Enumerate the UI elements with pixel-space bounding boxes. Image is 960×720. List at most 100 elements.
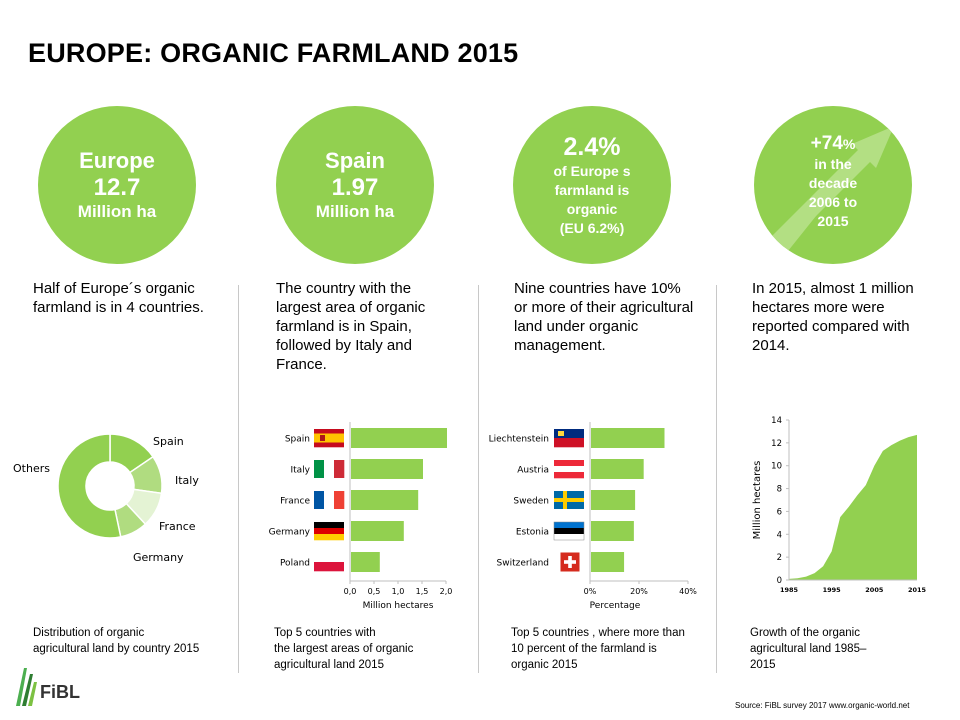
- x-tick-label-2: 1,0: [392, 587, 405, 596]
- sweden-flag-icon: [554, 491, 584, 509]
- spain-unit: Million ha: [315, 202, 395, 221]
- x-axis-title: Million hectares: [363, 601, 434, 611]
- bar-sweden: [591, 490, 636, 510]
- x-tick-label-1: 20%: [630, 587, 648, 596]
- separator-3: [716, 285, 717, 673]
- bar-label-estonia: Estonia: [516, 528, 549, 538]
- bar-liechtenstein: [591, 428, 665, 448]
- x-tick-label-2015: 2015: [908, 586, 927, 594]
- x-tick-label-3: 1,5: [416, 587, 429, 596]
- donut-slice-others: [57, 433, 122, 539]
- donut-label-spain: Spain: [153, 435, 184, 448]
- spain-flag-icon: [314, 429, 344, 448]
- bar-italy: [351, 459, 423, 479]
- bar-poland: [351, 552, 380, 572]
- top5-area-bar-chart: Spain Italy France Germany Poland 0,0 0,5 1,0 1,…: [269, 422, 453, 611]
- bar-germany: [351, 521, 404, 541]
- caption-3: Top 5 countries , where more than 10 perc…: [511, 627, 685, 671]
- growth-circle: +74% in the decade 2006 to 2015: [754, 106, 912, 264]
- x-tick-label-4: 2,0: [440, 587, 453, 596]
- donut-label-others: Others: [13, 462, 50, 475]
- france-flag-icon: [314, 491, 345, 509]
- y-tick-label-8: 8: [777, 485, 782, 495]
- poland-flag-icon: [314, 553, 344, 572]
- y-tick-label-4: 4: [777, 530, 782, 540]
- bar-label-germany: Germany: [269, 528, 311, 538]
- spain-circle: Spain 1.97 Million ha: [276, 106, 434, 264]
- growth-line-3: 2006 to: [808, 194, 858, 210]
- spain-label: Spain: [325, 148, 385, 173]
- donut-label-germany: Germany: [133, 551, 184, 564]
- bar-estonia: [591, 521, 634, 541]
- x-tick-label-1995: 1995: [823, 586, 842, 594]
- bar-label-france: France: [280, 497, 310, 507]
- y-tick-label-2: 2: [777, 553, 782, 563]
- share-circle: 2.4% of Europe s farmland is organic (EU…: [513, 106, 671, 264]
- bar-label-spain: Spain: [285, 435, 310, 445]
- growth-area-chart: 0 2 4 6 8 10 12 14 1985 1995 2005 2015 Million hecta…: [752, 416, 927, 594]
- share-line-1: of Europe s: [553, 162, 631, 179]
- x-tick-label-1985: 1985: [780, 586, 799, 594]
- description-4: In 2015, almost 1 million hectares more …: [752, 280, 914, 354]
- europe-circle: Europe 12.7 Million ha: [38, 106, 196, 264]
- x-tick-label-0: 0,0: [344, 587, 357, 596]
- spain-value: 1.97: [331, 174, 379, 201]
- y-tick-label-12: 12: [771, 439, 782, 449]
- bar-label-italy: Italy: [290, 466, 310, 476]
- donut-label-italy: Italy: [175, 474, 199, 487]
- europe-value: 12.7: [93, 174, 141, 201]
- fibl-logo: FiBL: [16, 668, 80, 706]
- fibl-logo-text: FiBL: [40, 682, 80, 702]
- switzerland-flag-icon: [560, 552, 580, 572]
- y-tick-label-6: 6: [777, 507, 782, 517]
- bar-switzerland: [591, 552, 625, 572]
- bar-label-liechtenstein: Liechtenstein: [489, 435, 549, 445]
- bar-label-poland: Poland: [280, 559, 310, 569]
- top5-share-bar-chart: Liechtenstein Austria Sweden Estonia Switzer…: [489, 422, 697, 611]
- x-tick-label-2: 40%: [679, 587, 697, 596]
- y-tick-label-14: 14: [771, 416, 782, 426]
- source-note: Source: FiBL survey 2017 www.organic-wor…: [735, 701, 910, 710]
- bar-label-switzerland: Switzerland: [497, 559, 550, 569]
- separator-1: [238, 285, 239, 673]
- caption-1: Distribution of organic agricultural land…: [33, 627, 200, 655]
- estonia-flag-icon: [553, 521, 585, 541]
- growth-area: [789, 434, 917, 580]
- europe-label: Europe: [79, 148, 155, 173]
- growth-line-2: decade: [808, 175, 858, 191]
- growth-value: +74%: [810, 133, 856, 154]
- y-tick-label-10: 10: [771, 462, 782, 472]
- description-1: Half of Europe´s organic farmland is in …: [33, 280, 204, 316]
- y-tick-label-0: 0: [777, 576, 782, 586]
- y-axis-title: Million hectares: [752, 461, 763, 540]
- bar-france: [351, 490, 419, 510]
- growth-line-4: 2015: [817, 213, 849, 229]
- x-tick-label-1: 0,5: [368, 587, 381, 596]
- caption-2: Top 5 countries with the largest areas of…: [274, 627, 414, 671]
- page-title: EUROPE: ORGANIC FARMLAND 2015: [28, 38, 519, 68]
- europe-unit: Million ha: [77, 202, 157, 221]
- donut-label-france: France: [159, 520, 196, 533]
- growth-arrow-icon: [772, 126, 894, 256]
- share-line-3: organic: [566, 200, 618, 217]
- liechtenstein-flag-icon: [554, 429, 584, 448]
- separator-2: [478, 285, 479, 673]
- bar-label-austria: Austria: [517, 466, 549, 476]
- italy-flag-icon: [314, 460, 345, 478]
- bar-spain: [351, 428, 447, 448]
- distribution-donut-chart: Spain Italy France Germany Others: [13, 433, 199, 564]
- bar-label-sweden: Sweden: [513, 497, 549, 507]
- description-3: Nine countries have 10% or more of their…: [514, 280, 694, 354]
- x-tick-label-0: 0%: [584, 587, 597, 596]
- x-tick-label-2005: 2005: [865, 586, 884, 594]
- caption-4: Growth of the organic agricultural land 1…: [750, 627, 867, 671]
- bar-austria: [591, 459, 644, 479]
- share-line-2: farmland is: [554, 181, 630, 198]
- share-value: 2.4%: [563, 132, 621, 161]
- x-axis-title: Percentage: [590, 601, 641, 611]
- germany-flag-icon: [314, 522, 344, 541]
- austria-flag-icon: [554, 460, 584, 479]
- growth-line-1: in the: [814, 156, 852, 172]
- description-2: The country with the largest area of org…: [276, 280, 426, 373]
- share-line-4: (EU 6.2%): [559, 219, 625, 236]
